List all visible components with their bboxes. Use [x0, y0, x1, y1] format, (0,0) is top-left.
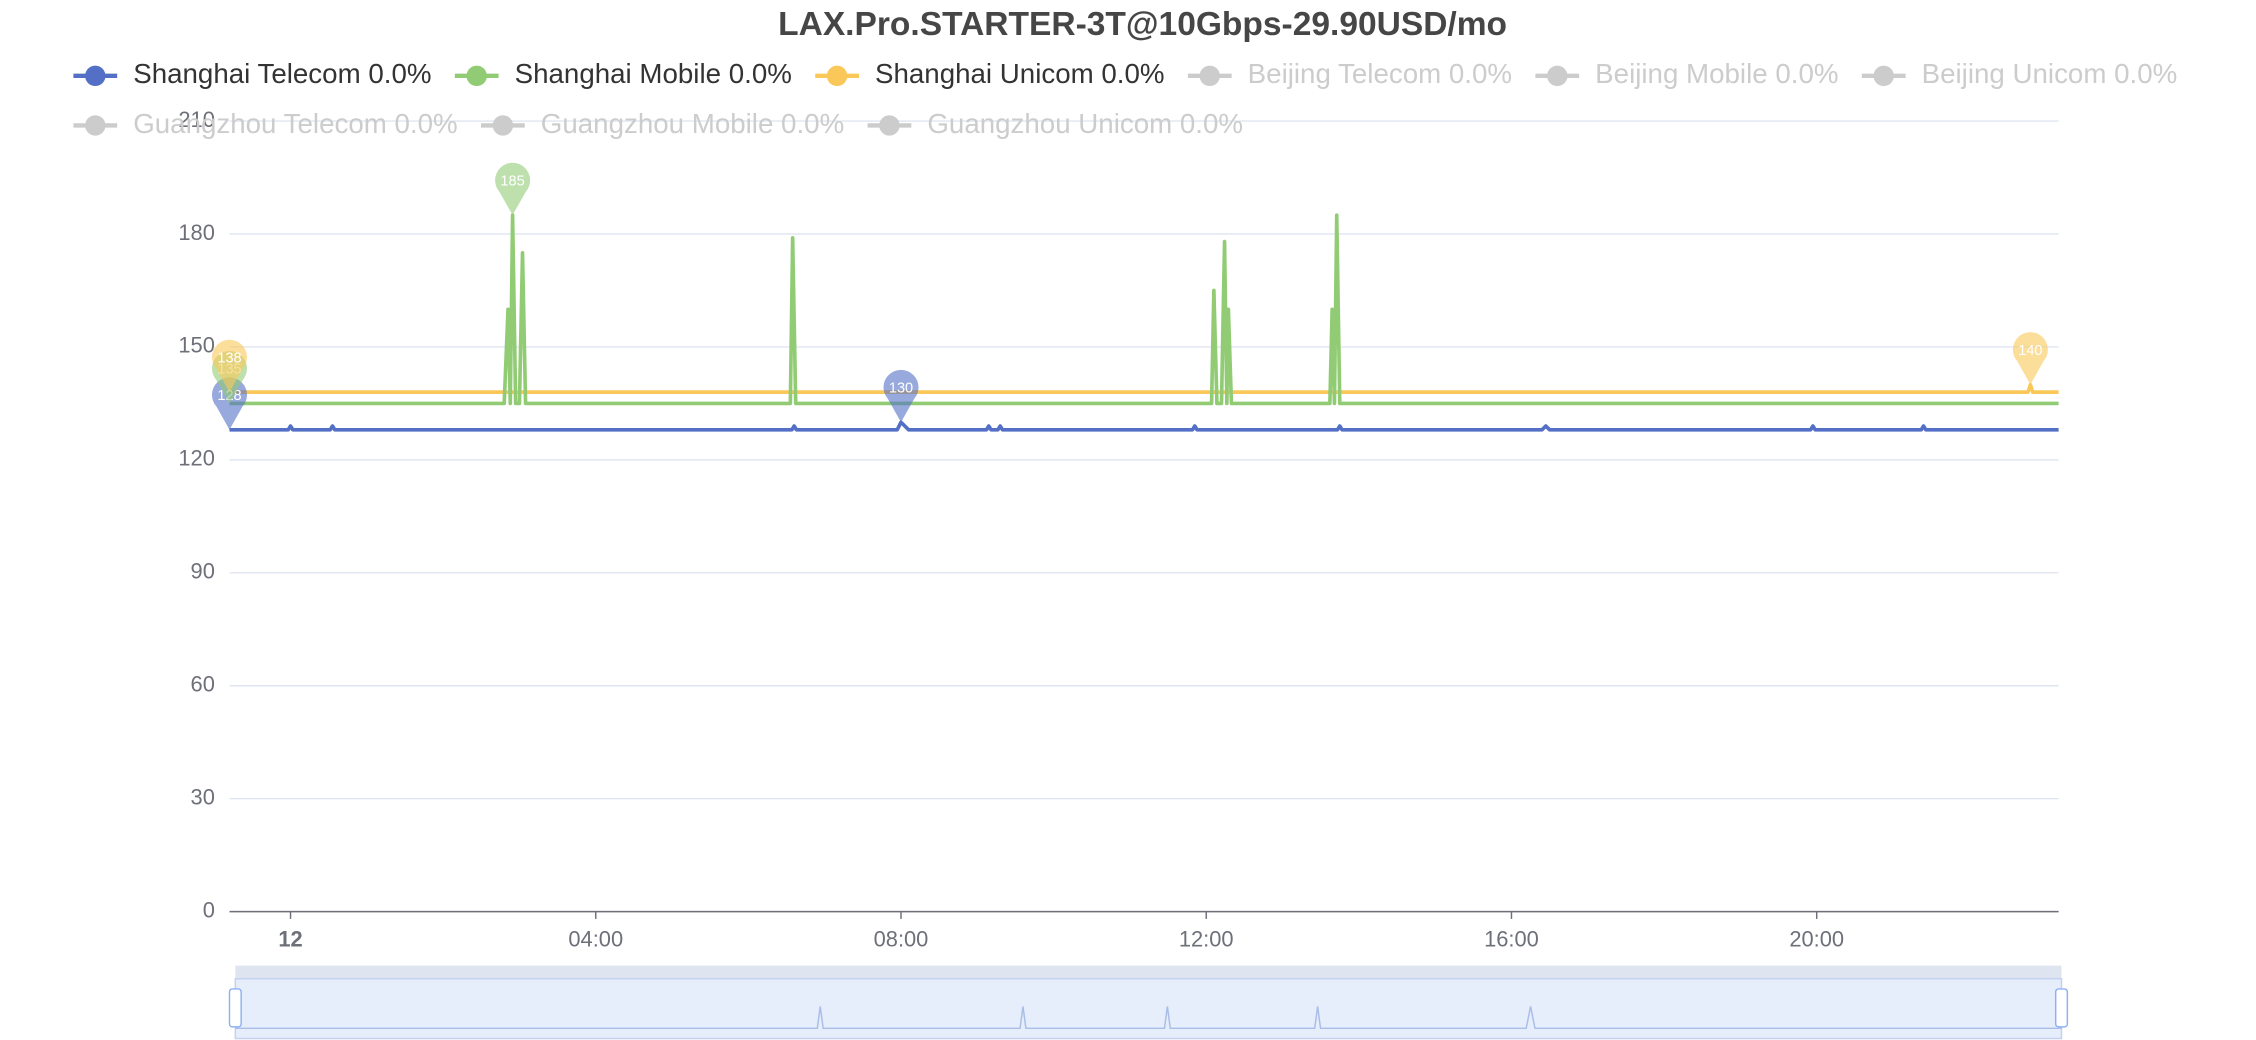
y-tick-label: 60 [191, 672, 215, 697]
zoom-handle[interactable] [228, 988, 242, 1028]
legend-symbol [826, 65, 848, 87]
zoom-preview [235, 1006, 2062, 1030]
legend-label: Guangzhou Mobile 0.0% [541, 108, 844, 139]
legend-label: Shanghai Unicom 0.0% [875, 58, 1165, 89]
y-tick-label: 210 [178, 107, 214, 132]
mark-label: 140 [2018, 343, 2042, 359]
legend-item[interactable]: Guangzhou Mobile 0.0% [481, 108, 844, 139]
y-tick-label: 120 [178, 446, 214, 471]
y-tick-label: 90 [191, 559, 215, 584]
legend-symbol [466, 65, 487, 87]
mark-point: 130 [883, 369, 919, 423]
legend-symbol [85, 115, 106, 136]
legend-symbol [85, 65, 106, 87]
mark-pin [495, 162, 531, 216]
y-tick-label: 150 [178, 333, 214, 358]
mark-pin [883, 369, 919, 423]
legend-label: Guangzhou Telecom 0.0% [133, 108, 457, 139]
legend-label: Beijing Mobile 0.0% [1595, 58, 1838, 89]
y-tick-label: 180 [178, 220, 214, 245]
legend-item[interactable]: Shanghai Mobile 0.0% [454, 58, 792, 89]
x-tick-label: 12:00 [1179, 927, 1234, 952]
legend-item[interactable]: Guangzhou Telecom 0.0% [73, 108, 458, 139]
x-tick-label: 08:00 [874, 927, 929, 952]
line [229, 213, 2059, 406]
mark-pin [211, 377, 247, 430]
mark-pin [2012, 332, 2048, 385]
x-tick-label: 04:00 [568, 927, 623, 952]
mark-pin [211, 339, 247, 393]
legend-symbol [1873, 65, 1894, 87]
mark-point: 185 [495, 162, 531, 216]
mark-label: 185 [500, 173, 524, 189]
line [229, 420, 2059, 432]
x-tick-label: 20:00 [1789, 927, 1844, 952]
mark-label: 138 [217, 350, 241, 366]
legend-item[interactable]: Beijing Mobile 0.0% [1535, 58, 1839, 89]
mark-label: 130 [889, 381, 913, 397]
legend-symbol [492, 115, 514, 136]
legend-label: Beijing Telecom 0.0% [1248, 58, 1512, 89]
legend-symbol [1547, 65, 1568, 87]
zoom-bar[interactable] [235, 965, 2062, 979]
legend-item[interactable]: Beijing Telecom 0.0% [1187, 58, 1512, 89]
mark-point: 138 [211, 339, 247, 393]
legend-item[interactable]: Shanghai Unicom 0.0% [815, 58, 1165, 89]
chart-title: LAX.Pro.STARTER-3T@10Gbps-29.90USD/mo [778, 6, 1507, 43]
x-tick-label: 16:00 [1484, 927, 1539, 952]
x-tick-label: 12 [278, 927, 302, 952]
y-tick-label: 0 [203, 897, 215, 922]
legend-item[interactable]: Guangzhou Unicom 0.0% [867, 108, 1244, 139]
zoom-handle[interactable] [2054, 988, 2069, 1028]
legend-item[interactable]: Shanghai Telecom 0.0% [73, 58, 431, 89]
line [229, 382, 2059, 394]
mark-point: 140 [2012, 332, 2048, 385]
legend-label: Guangzhou Unicom 0.0% [927, 108, 1243, 139]
legend-symbol [879, 115, 900, 136]
legend-symbol [1199, 65, 1220, 87]
data-zoom[interactable] [228, 965, 2069, 1040]
legend-label: Beijing Unicom 0.0% [1922, 58, 2178, 89]
legend-label: Shanghai Mobile 0.0% [515, 58, 792, 89]
legend-label: Shanghai Telecom 0.0% [133, 58, 431, 89]
legend-item[interactable]: Beijing Unicom 0.0% [1861, 58, 2178, 89]
zoom-window[interactable] [234, 978, 2063, 1040]
y-tick-label: 30 [191, 784, 215, 809]
